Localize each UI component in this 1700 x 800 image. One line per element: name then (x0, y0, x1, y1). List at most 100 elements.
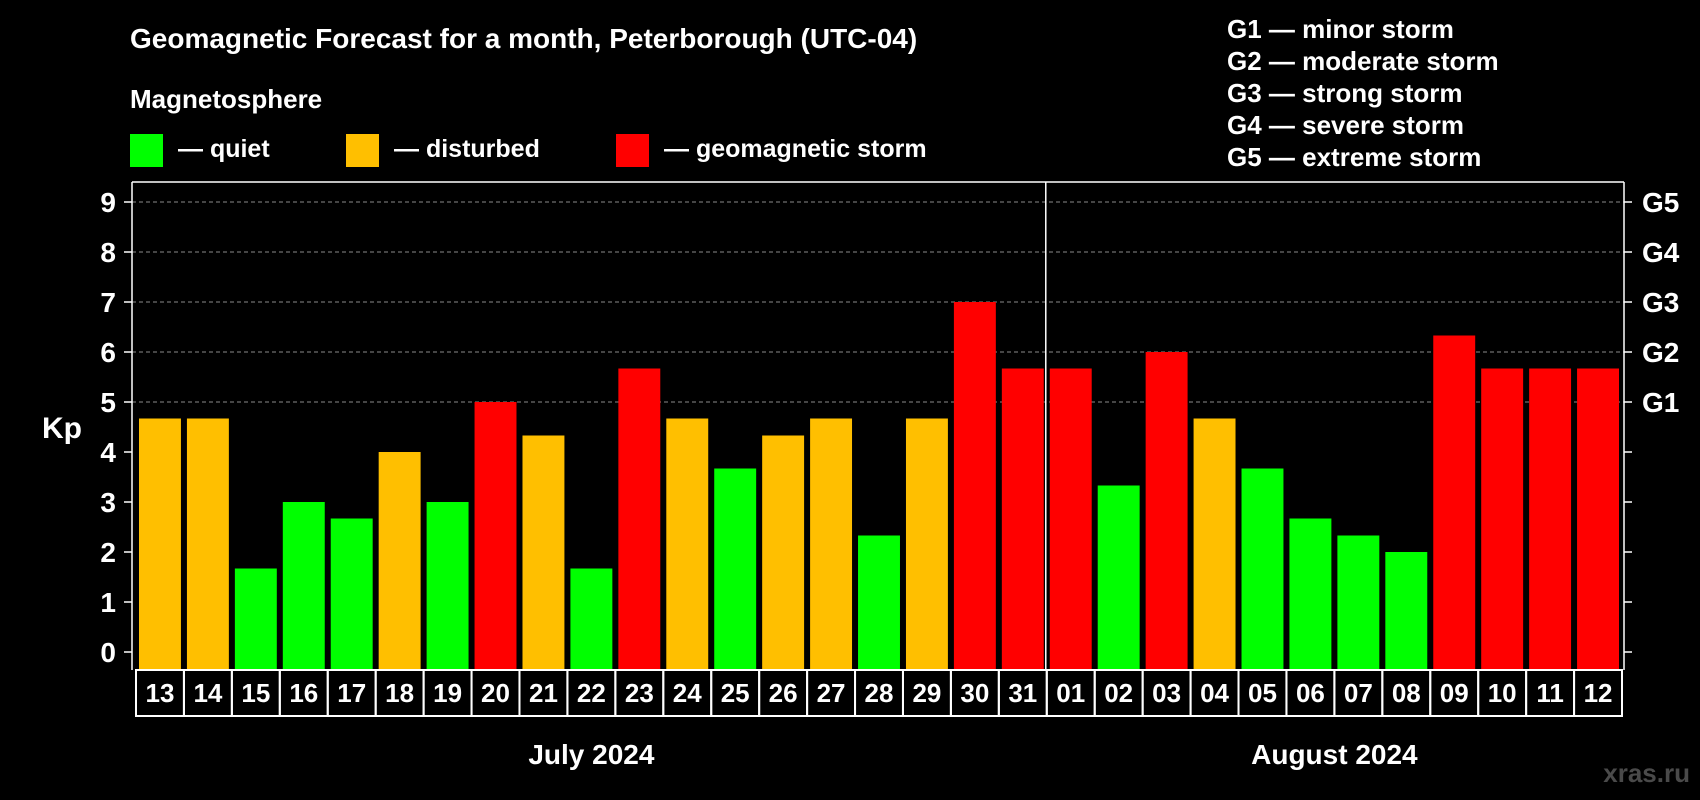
bar (1145, 352, 1188, 670)
bar (1097, 485, 1140, 670)
day-label: 04 (1200, 678, 1229, 708)
day-label: 17 (337, 678, 366, 708)
day-label: 24 (673, 678, 702, 708)
y-axis-label: Kp (42, 412, 82, 445)
day-label: 26 (769, 678, 798, 708)
bar (234, 568, 277, 670)
bar (1001, 368, 1044, 670)
day-label: 03 (1152, 678, 1181, 708)
day-label: 09 (1440, 678, 1469, 708)
level-legend: — quiet — disturbed — geomagnetic storm (130, 134, 927, 167)
day-label: 16 (289, 678, 318, 708)
day-label: 06 (1296, 678, 1325, 708)
bar (1577, 368, 1619, 670)
day-label: 31 (1008, 678, 1037, 708)
bar (714, 468, 757, 670)
day-label: 28 (865, 678, 894, 708)
bar (762, 435, 805, 670)
bar (666, 418, 709, 670)
legend-label-quiet: — quiet (178, 135, 270, 163)
bar (186, 418, 229, 670)
plot-frame (131, 181, 1625, 670)
bars (139, 302, 1619, 670)
legend-label-disturbed: — disturbed (394, 135, 540, 163)
x-axis-day-cells: 13 14 15 16 17 18 19 20 21 22 23 24 25 26 27 28 29 30 31 01… (135, 669, 1624, 717)
month-label: July 2024 (528, 739, 655, 770)
g-tick-label: G1 (1642, 387, 1679, 418)
bar (426, 502, 469, 670)
day-label: 22 (577, 678, 606, 708)
day-label: 14 (193, 678, 222, 708)
day-label: 23 (625, 678, 654, 708)
month-label: August 2024 (1251, 739, 1418, 770)
bar (570, 568, 613, 670)
day-cell (1573, 669, 1624, 717)
day-label: 30 (960, 678, 989, 708)
bar (858, 535, 900, 670)
day-label: 21 (529, 678, 558, 708)
month-labels: July 2024 August 2024 (528, 739, 1418, 770)
bar (1289, 518, 1332, 670)
day-label: 13 (146, 678, 175, 708)
g-axis-ticks: G1 G2 G3 G4 G5 (1624, 187, 1680, 653)
day-label: 10 (1488, 678, 1517, 708)
bar (1193, 418, 1236, 670)
day-label: 20 (481, 678, 510, 708)
g-scale-legend: G1 — minor storm G2 — moderate storm G3 … (1227, 14, 1499, 172)
legend-swatch-storm (616, 134, 649, 167)
day-label: 05 (1248, 678, 1277, 708)
g-legend-item: G4 — severe storm (1227, 110, 1464, 140)
day-label: 29 (912, 678, 941, 708)
y-tick-label: 5 (100, 387, 116, 418)
legend-label-storm: — geomagnetic storm (664, 135, 927, 163)
g-legend-item: G1 — minor storm (1227, 14, 1454, 44)
g-tick-label: G4 (1642, 237, 1680, 268)
day-label: 18 (385, 678, 414, 708)
y-tick-label: 1 (100, 587, 116, 618)
y-tick-label: 4 (100, 437, 116, 468)
bar (1337, 535, 1380, 670)
y-tick-label: 7 (100, 287, 116, 318)
g-legend-item: G5 — extreme storm (1227, 142, 1481, 172)
day-label: 07 (1344, 678, 1373, 708)
bar (378, 452, 421, 670)
y-tick-label: 8 (100, 237, 116, 268)
grid-lines (132, 201, 1624, 403)
day-label: 27 (817, 678, 846, 708)
bar (522, 435, 565, 670)
bar (1433, 335, 1476, 670)
bar (1049, 368, 1092, 670)
bar (282, 502, 325, 670)
day-label: 12 (1584, 678, 1613, 708)
day-label: 01 (1056, 678, 1085, 708)
day-label: 19 (433, 678, 462, 708)
day-label: 25 (721, 678, 750, 708)
day-label: 08 (1392, 678, 1421, 708)
g-legend-item: G2 — moderate storm (1227, 46, 1499, 76)
bar (1481, 368, 1524, 670)
g-tick-label: G3 (1642, 287, 1679, 318)
bar (905, 418, 948, 670)
watermark: xras.ru (1603, 758, 1690, 788)
bar (330, 518, 373, 670)
day-label: 11 (1536, 678, 1564, 708)
y-tick-label: 2 (100, 537, 116, 568)
bar (618, 368, 661, 670)
y-tick-label: 9 (100, 187, 116, 218)
bar (139, 418, 181, 670)
y-axis-ticks: 0 1 2 3 4 5 6 7 8 9 (100, 187, 132, 668)
y-tick-label: 0 (100, 637, 116, 668)
bar (1529, 368, 1572, 670)
chart-title: Geomagnetic Forecast for a month, Peterb… (130, 23, 917, 54)
legend-swatch-quiet (130, 134, 163, 167)
day-label: 15 (241, 678, 270, 708)
bar (810, 418, 853, 670)
bar (474, 402, 517, 670)
legend-swatch-disturbed (346, 134, 379, 167)
g-tick-label: G2 (1642, 337, 1679, 368)
day-label: 02 (1104, 678, 1133, 708)
g-legend-item: G3 — strong storm (1227, 78, 1462, 108)
y-tick-label: 3 (100, 487, 116, 518)
g-tick-label: G5 (1642, 187, 1679, 218)
